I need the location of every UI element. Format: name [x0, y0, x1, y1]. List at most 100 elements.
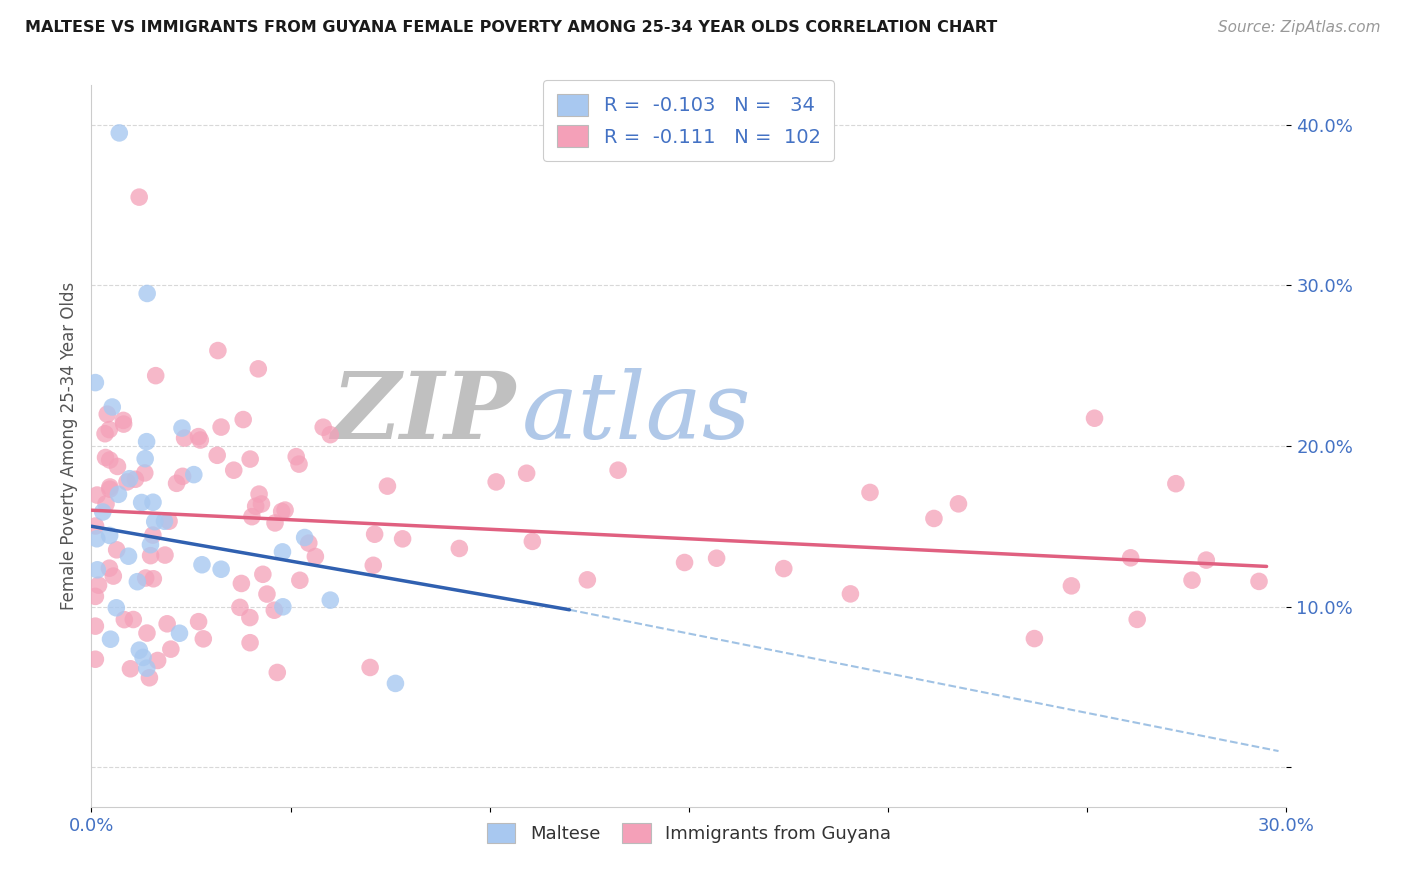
Point: [112, 613, 135, 627]
Point: [222, 463, 245, 477]
Point: [188, 433, 211, 447]
Point: [117, 549, 139, 564]
Text: Source: ZipAtlas.com: Source: ZipAtlas.com: [1218, 20, 1381, 35]
Point: [274, 503, 297, 517]
Point: [138, 671, 160, 685]
Point: [128, 643, 150, 657]
Point: [87, 578, 110, 592]
Point: [112, 417, 135, 431]
Y-axis label: Female Poverty Among 25-34 Year Olds: Female Poverty Among 25-34 Year Olds: [59, 282, 77, 610]
Point: [98, 528, 121, 542]
Point: [270, 504, 292, 518]
Point: [156, 616, 179, 631]
Point: [146, 653, 169, 667]
Point: [94, 426, 117, 441]
Point: [86, 488, 108, 502]
Point: [153, 548, 176, 562]
Point: [143, 515, 166, 529]
Point: [135, 434, 157, 449]
Point: [127, 574, 149, 589]
Point: [124, 472, 146, 486]
Point: [1247, 574, 1270, 589]
Point: [266, 665, 288, 680]
Point: [98, 423, 121, 437]
Point: [107, 459, 129, 474]
Point: [191, 558, 214, 572]
Point: [128, 190, 150, 204]
Point: [205, 448, 228, 462]
Point: [112, 413, 135, 427]
Point: [522, 534, 544, 549]
Point: [231, 576, 253, 591]
Point: [94, 497, 117, 511]
Point: [319, 593, 342, 607]
Point: [107, 487, 129, 501]
Point: [859, 485, 882, 500]
Point: [145, 368, 167, 383]
Point: [232, 412, 254, 426]
Point: [239, 610, 262, 624]
Point: [1195, 553, 1218, 567]
Point: [139, 549, 162, 563]
Point: [271, 545, 294, 559]
Point: [169, 626, 191, 640]
Point: [250, 497, 273, 511]
Point: [1060, 579, 1083, 593]
Point: [115, 475, 138, 489]
Point: [673, 556, 696, 570]
Point: [363, 527, 385, 541]
Point: [160, 642, 183, 657]
Legend: Maltese, Immigrants from Guyana: Maltese, Immigrants from Guyana: [478, 814, 900, 853]
Point: [84, 519, 107, 533]
Point: [948, 497, 970, 511]
Point: [131, 495, 153, 509]
Point: [135, 571, 157, 585]
Point: [101, 400, 124, 414]
Point: [105, 600, 128, 615]
Point: [98, 453, 121, 467]
Point: [239, 636, 262, 650]
Point: [1083, 411, 1105, 425]
Point: [142, 495, 165, 509]
Point: [1126, 612, 1149, 626]
Text: atlas: atlas: [522, 368, 751, 458]
Point: [96, 407, 118, 421]
Point: [1119, 550, 1142, 565]
Point: [607, 463, 630, 477]
Point: [1164, 476, 1187, 491]
Point: [207, 343, 229, 358]
Point: [264, 516, 287, 530]
Point: [105, 542, 128, 557]
Point: [245, 500, 267, 514]
Point: [118, 472, 141, 486]
Point: [922, 511, 945, 525]
Point: [304, 549, 326, 564]
Point: [576, 573, 599, 587]
Point: [153, 514, 176, 528]
Point: [209, 562, 232, 576]
Point: [256, 587, 278, 601]
Point: [84, 619, 107, 633]
Point: [706, 551, 728, 566]
Point: [122, 613, 145, 627]
Point: [142, 572, 165, 586]
Point: [1024, 632, 1046, 646]
Point: [173, 431, 195, 445]
Point: [252, 567, 274, 582]
Point: [183, 467, 205, 482]
Point: [84, 376, 107, 390]
Point: [239, 452, 262, 467]
Point: [135, 661, 157, 675]
Point: [516, 467, 538, 481]
Point: [384, 676, 406, 690]
Point: [120, 662, 142, 676]
Point: [103, 569, 125, 583]
Point: [772, 561, 794, 575]
Point: [312, 420, 335, 434]
Point: [193, 632, 215, 646]
Point: [839, 587, 862, 601]
Point: [157, 514, 180, 528]
Point: [285, 450, 308, 464]
Point: [139, 538, 162, 552]
Point: [86, 532, 108, 546]
